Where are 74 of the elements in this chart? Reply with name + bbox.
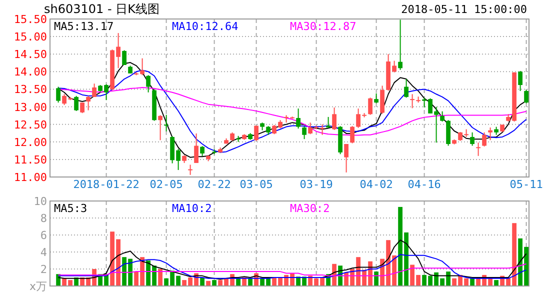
candlestick (470, 132, 474, 146)
text: 2018-05-11 15:00:00 (401, 3, 527, 16)
candlestick (518, 70, 522, 92)
bar (494, 280, 498, 286)
x-tick-label: 04-02 (360, 178, 393, 191)
bar (206, 280, 210, 286)
candlestick (350, 126, 354, 144)
candlestick (296, 108, 300, 130)
text: MA5:3 (54, 202, 88, 215)
candlestick (344, 143, 348, 173)
candlestick (164, 114, 168, 132)
x-tick-label: 04-16 (408, 178, 441, 191)
y-tick-label: 12.00 (14, 136, 47, 149)
candlestick (158, 114, 162, 141)
candlestick (92, 83, 96, 98)
candlestick (446, 120, 450, 146)
candlestick (320, 124, 324, 136)
candlestick (332, 106, 336, 130)
y-tick-label: 2 (40, 263, 47, 276)
y-tick-label: 15.00 (14, 30, 47, 44)
candlestick (380, 85, 384, 114)
candlestick (398, 19, 402, 70)
text: MA30:2 (290, 202, 330, 215)
x-tick-label: 03-19 (300, 178, 333, 191)
candlestick (476, 142, 480, 156)
y-tick-label: 6 (40, 229, 47, 242)
y-tick-label: 4 (40, 246, 48, 259)
candlestick (326, 116, 330, 128)
candlestick (86, 95, 90, 111)
y-tick-label: 13.00 (14, 100, 47, 114)
x-tick-label: 2018-01-22 (73, 178, 140, 191)
candlestick (194, 132, 198, 164)
candlestick (80, 102, 84, 114)
y-axis-title: x万 (29, 280, 47, 293)
candlestick (440, 110, 444, 122)
chart-title: sh603101 - 日K线图 (44, 2, 160, 16)
candlestick (302, 126, 306, 140)
x-tick-label: 02-05 (150, 178, 183, 191)
y-tick-label: 10 (34, 195, 47, 208)
line-series (58, 240, 527, 280)
y-tick-label: 11.00 (14, 171, 47, 184)
candlestick (56, 86, 60, 104)
candlestick (488, 126, 492, 141)
candlestick (122, 50, 126, 66)
line-series (58, 263, 527, 276)
x-tick-label: 05-11 (510, 178, 543, 191)
candlestick (524, 89, 528, 104)
y-tick-label: 12.50 (14, 118, 47, 132)
candlestick (368, 97, 372, 116)
text: MA5:13.17 (54, 20, 114, 33)
candlestick (410, 94, 414, 109)
text: MA30:12.87 (290, 20, 356, 33)
y-tick-label: 15.50 (14, 13, 47, 26)
candlestick (404, 78, 408, 98)
bar (212, 280, 216, 286)
candlestick (374, 92, 378, 104)
candlestick (254, 125, 258, 142)
text: MA10:12.64 (172, 20, 239, 33)
x-tick-label: 02-22 (198, 178, 231, 191)
y-tick-label: 11.50 (14, 153, 47, 166)
y-tick-label: 14.50 (14, 48, 47, 62)
bar (374, 272, 378, 286)
y-tick-label: 13.50 (14, 83, 47, 96)
text: MA10:2 (172, 202, 212, 215)
line-series (58, 254, 527, 279)
y-tick-label: 8 (40, 212, 47, 225)
bar (158, 269, 162, 286)
candlestick (74, 95, 78, 112)
candlestick (188, 164, 192, 176)
x-tick-label: 03-05 (240, 178, 273, 191)
candlestick (200, 146, 204, 156)
y-tick-label: 14.00 (14, 66, 47, 79)
candlestick (482, 132, 486, 147)
candlestick (146, 74, 150, 93)
